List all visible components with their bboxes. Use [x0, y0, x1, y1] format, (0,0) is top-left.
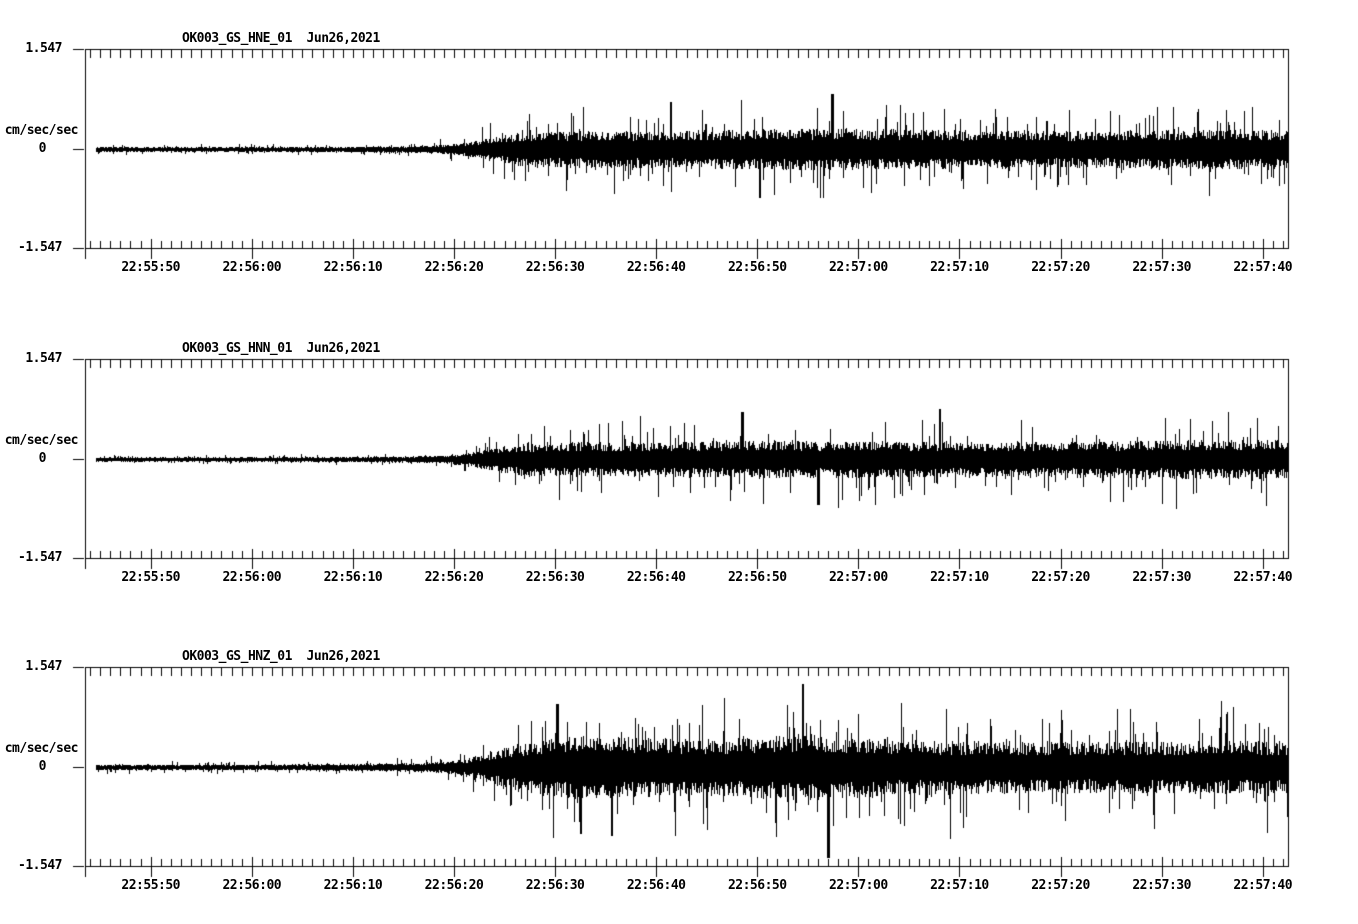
panel-title: OK003_GS_HNZ_01 Jun26,2021 [182, 649, 380, 664]
y-axis-unit-label: cm/sec/sec [4, 433, 79, 448]
x-tick-label: 22:57:30 [1132, 260, 1191, 275]
x-tick-label: 22:55:50 [121, 570, 181, 585]
x-tick-label: 22:57:30 [1132, 878, 1191, 893]
x-tick-label: 22:55:50 [121, 260, 181, 275]
x-tick-label: 22:56:20 [424, 570, 484, 585]
x-tick-label: 22:56:10 [323, 260, 383, 275]
x-tick-label: 22:57:10 [930, 570, 989, 585]
x-tick-label: 22:56:00 [222, 878, 282, 893]
x-tick-label: 22:57:00 [829, 260, 888, 275]
x-tick-label: 22:57:30 [1132, 570, 1191, 585]
x-tick-label: 22:56:30 [525, 570, 585, 585]
y-axis-max-label: 1.547 [25, 659, 62, 674]
y-axis-max-label: 1.547 [25, 41, 62, 56]
y-axis-zero-label: 0 [38, 759, 47, 774]
x-tick-label: 22:56:40 [626, 260, 686, 275]
x-tick-label: 22:56:40 [626, 570, 686, 585]
panel-title: OK003_GS_HNN_01 Jun26,2021 [182, 341, 380, 356]
x-tick-label: 22:57:00 [829, 878, 888, 893]
x-tick-label: 22:55:50 [121, 878, 181, 893]
x-tick-label: 22:57:40 [1233, 570, 1293, 585]
x-tick-label: 22:57:10 [930, 260, 989, 275]
y-axis-unit-label: cm/sec/sec [4, 741, 79, 756]
x-tick-label: 22:56:10 [323, 570, 383, 585]
x-tick-label: 22:57:20 [1031, 260, 1090, 275]
x-tick-label: 22:56:00 [222, 570, 282, 585]
y-axis-zero-label: 0 [38, 141, 47, 156]
x-tick-label: 22:56:00 [222, 260, 282, 275]
y-axis-zero-label: 0 [38, 451, 47, 466]
x-tick-label: 22:56:30 [525, 260, 585, 275]
x-tick-label: 22:56:10 [323, 878, 383, 893]
x-tick-label: 22:56:50 [727, 878, 787, 893]
x-tick-label: 22:57:20 [1031, 570, 1090, 585]
x-tick-label: 22:56:40 [626, 878, 686, 893]
y-axis-min-label: -1.547 [18, 858, 62, 873]
x-tick-label: 22:56:20 [424, 878, 484, 893]
x-tick-label: 22:57:20 [1031, 878, 1090, 893]
y-axis-max-label: 1.547 [25, 351, 62, 366]
y-axis-min-label: -1.547 [18, 550, 62, 565]
x-tick-label: 22:57:00 [829, 570, 888, 585]
x-tick-label: 22:57:40 [1233, 878, 1293, 893]
x-tick-label: 22:57:10 [930, 878, 989, 893]
x-tick-label: 22:56:50 [727, 570, 787, 585]
panel-title: OK003_GS_HNE_01 Jun26,2021 [182, 31, 380, 46]
x-tick-label: 22:56:50 [727, 260, 787, 275]
x-tick-label: 22:57:40 [1233, 260, 1293, 275]
y-axis-unit-label: cm/sec/sec [4, 123, 79, 138]
y-axis-min-label: -1.547 [18, 240, 62, 255]
x-tick-label: 22:56:20 [424, 260, 484, 275]
x-tick-label: 22:56:30 [525, 878, 585, 893]
